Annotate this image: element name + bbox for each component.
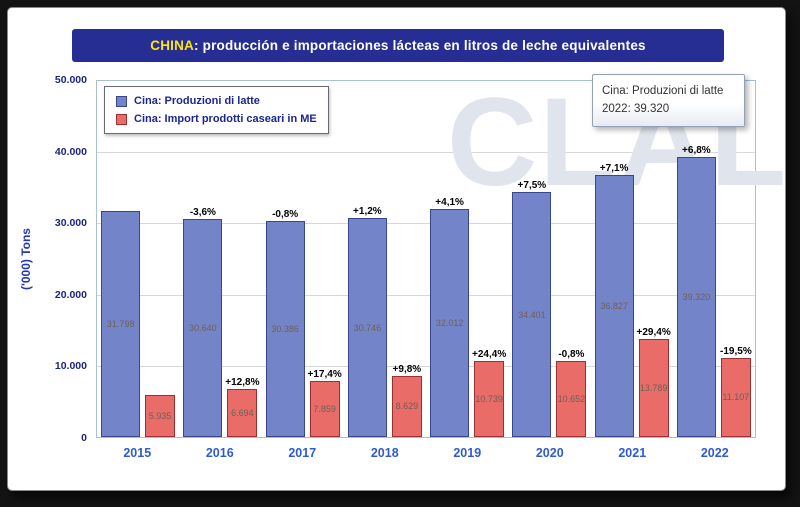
legend-item-label: Cina: Import prodotti caseari in ME: [134, 113, 317, 125]
production-bar-2020[interactable]: +7,5% 34.401: [512, 180, 552, 437]
pct-change-label: -0,8%: [558, 349, 585, 361]
y-axis-title: ('000) Tons: [16, 80, 36, 438]
x-axis-label-2017: 2017: [288, 446, 317, 460]
bar-value-label: 32.012: [435, 318, 464, 329]
pct-change-label: +7,5%: [517, 180, 547, 192]
pct-change-label: +12,8%: [225, 377, 260, 389]
tooltip-value-line: 2022: 39.320: [602, 103, 670, 116]
chart-title-bar: CHINA: producción e importaciones láctea…: [72, 29, 724, 62]
tooltip: Cina: Produzioni di latte 2022: 39.320: [592, 74, 745, 127]
bar-value-label: 5.935: [148, 410, 172, 421]
y-tick-0: 0: [81, 432, 87, 444]
import-bar-2020[interactable]: -0,8% 10.652: [556, 349, 587, 437]
title-text: : producción e importaciones lácteas en …: [194, 38, 646, 53]
y-tick-labels: 50.000 40.000 30.000 20.000 10.000 0: [38, 74, 92, 444]
y-axis-title-text: ('000) Tons: [19, 228, 34, 290]
x-axis-label-2015: 2015: [123, 446, 152, 460]
bar-group-2018: +1,2% 30.746 +9,8% 8.629: [344, 81, 426, 437]
bar-value-label: 6.694: [231, 408, 254, 419]
import-bar-2017[interactable]: +17,4% 7.859: [308, 369, 342, 437]
import-bar-2021[interactable]: +29,4% 13.789: [637, 327, 671, 437]
production-bar-2022[interactable]: +6,8% 39.320: [676, 145, 716, 437]
bar-value-label: 39.320: [682, 292, 711, 303]
bar-group-2016: -3,6% 30.640 +12,8% 6.694: [179, 81, 261, 437]
bar-group-2021: +7,1% 36.827 +29,4% 13.789: [591, 81, 673, 437]
bar-value-label: 10.739: [475, 393, 503, 404]
gridline: [97, 223, 755, 225]
bar-value-label: 8.629: [395, 401, 419, 412]
plot-area: CLAL 31.798 5.935 -3,6% 30.640 +12,8% 6.694 -0…: [96, 73, 786, 438]
production-bar-2019[interactable]: +4,1% 32.012: [430, 197, 470, 437]
bar-value-label: 36.827: [600, 300, 628, 311]
gridline: [97, 294, 755, 296]
bar-value-label: 31.798: [106, 318, 135, 329]
chart-panel: CHINA: producción e importaciones láctea…: [7, 7, 786, 491]
import-bar-2022[interactable]: -19,5% 11.107: [720, 346, 752, 437]
title-country: CHINA: [150, 38, 194, 53]
x-axis-label-2018: 2018: [370, 446, 399, 460]
bar-group-2017: -0,8% 30.386 +17,4% 7.859: [262, 81, 344, 437]
bar-value-label: 30.640: [189, 322, 217, 333]
legend-item-production[interactable]: Cina: Produzioni di latte: [116, 95, 317, 107]
production-bar-2021[interactable]: +7,1% 36.827: [594, 163, 634, 437]
gridline: [97, 152, 755, 154]
pct-change-label: +7,1%: [599, 162, 629, 174]
bar-value-label: 13.789: [639, 382, 668, 393]
bar-group-2020: +7,5% 34.401 -0,8% 10.652: [508, 81, 590, 437]
pct-change-label: -0,8%: [272, 208, 299, 220]
legend-item-imports[interactable]: Cina: Import prodotti caseari in ME: [116, 113, 317, 125]
pct-change-label: +29,4%: [636, 326, 671, 338]
x-axis-label-2022: 2022: [700, 446, 729, 460]
gridline: [97, 365, 755, 367]
legend-swatch-icon: [116, 95, 127, 107]
pct-change-label: +4,1%: [435, 197, 464, 209]
x-axis-label-2021: 2021: [618, 446, 647, 460]
bar-group-2019: +4,1% 32.012 +24,4% 10.739: [426, 81, 508, 437]
import-bar-2018[interactable]: +9,8% 8.629: [391, 364, 422, 437]
import-bar-2015[interactable]: 5.935: [145, 394, 176, 437]
legend-item-label: Cina: Produzioni di latte: [134, 95, 260, 107]
y-tick-10.000: 10.000: [54, 360, 87, 373]
x-axis-label-2020: 2020: [535, 446, 564, 460]
y-tick-40.000: 40.000: [54, 145, 87, 158]
x-axis-label-2016: 2016: [205, 446, 234, 460]
bar-value-label: 11.107: [722, 392, 750, 403]
bar-value-label: 7.859: [313, 404, 336, 415]
bar-value-label: 30.746: [353, 322, 382, 333]
pct-change-label: +6,8%: [682, 145, 711, 157]
bar-group-2015: 31.798 5.935: [97, 81, 179, 437]
legend-items: Cina: Produzioni di latte Cina: Import pr…: [116, 95, 317, 125]
pct-change-label: -19,5%: [720, 345, 752, 357]
tooltip-series-line: Cina: Produzioni di latte: [602, 85, 724, 97]
x-axis-labels: 2015 2016 2017 2018 2019 2020 2021 2022: [96, 446, 756, 460]
import-bar-2019[interactable]: +24,4% 10.739: [472, 349, 506, 437]
bar-groups: 31.798 5.935 -3,6% 30.640 +12,8% 6.694 -0,8% 30…: [97, 81, 755, 437]
production-bar-2017[interactable]: -0,8% 30.386: [265, 209, 305, 437]
bar-value-label: 30.386: [271, 323, 299, 334]
bar-value-label: 34.401: [518, 309, 546, 320]
y-tick-30.000: 30.000: [54, 217, 87, 230]
production-bar-2018[interactable]: +1,2% 30.746: [347, 206, 387, 437]
legend-swatch-icon: [116, 113, 127, 125]
bar-group-2022: +6,8% 39.320 -19,5% 11.107: [673, 81, 755, 437]
y-tick-20.000: 20.000: [54, 288, 87, 301]
x-axis-label-2019: 2019: [453, 446, 482, 460]
bar-value-label: 10.652: [557, 394, 586, 405]
production-bar-2016[interactable]: -3,6% 30.640: [183, 207, 223, 437]
pct-change-label: +9,8%: [392, 363, 422, 375]
pct-change-label: +1,2%: [353, 206, 382, 218]
y-tick-50.000: 50.000: [54, 74, 87, 86]
pct-change-label: +17,4%: [307, 369, 342, 381]
pct-change-label: +24,4%: [472, 348, 507, 360]
pct-change-label: -3,6%: [189, 206, 216, 218]
legend-box: Cina: Produzioni di latte Cina: Import pr…: [104, 86, 329, 134]
import-bar-2016[interactable]: +12,8% 6.694: [225, 377, 259, 437]
production-bar-2015[interactable]: 31.798: [101, 210, 141, 437]
